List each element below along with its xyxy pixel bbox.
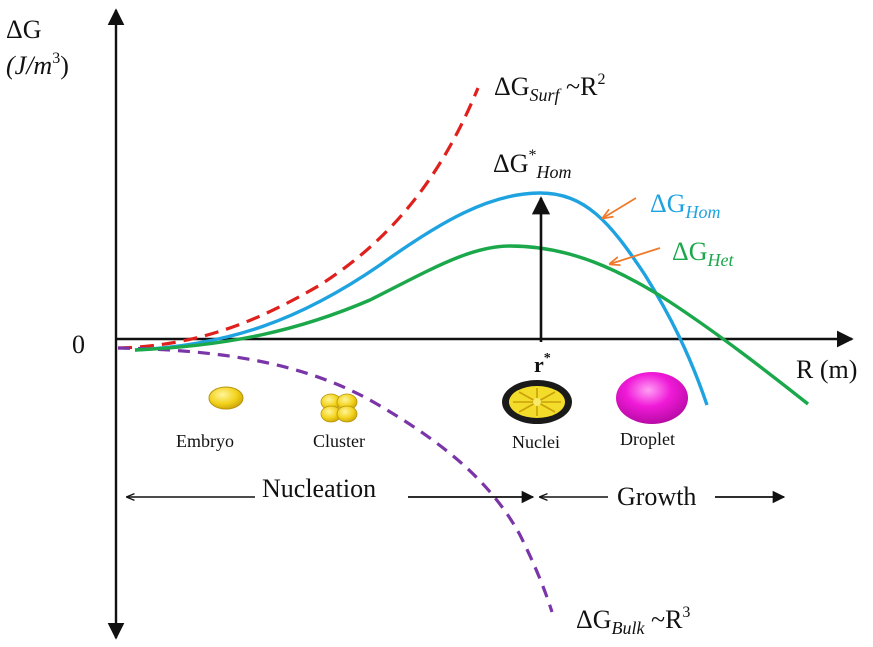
surface-curve-label: ΔGSurf ~R2 (494, 71, 605, 105)
nucleation-label: Nucleation (262, 474, 376, 503)
homogeneous-curve (134, 191, 709, 406)
bulk-energy-curve (117, 346, 554, 613)
heterogeneous-pointer (610, 247, 661, 264)
droplet-icon (616, 372, 688, 424)
x-axis-label: R (m) (796, 355, 857, 384)
heterogeneous-curve (134, 244, 810, 406)
heterogeneous-curve-label: ΔGHet (672, 237, 734, 270)
y-axis-symbol: ΔG (6, 15, 42, 44)
growth-label: Growth (617, 482, 696, 511)
cluster-icon (320, 393, 358, 423)
nuclei-label: Nuclei (512, 432, 560, 452)
homogeneous-curve-label: ΔGHom (650, 189, 721, 222)
origin-label: 0 (72, 330, 85, 359)
embryo-label: Embryo (176, 431, 234, 451)
barrier-label: ΔG*Hom (493, 147, 572, 182)
embryo-icon (208, 386, 244, 410)
nuclei-icon (502, 380, 572, 424)
droplet-label: Droplet (620, 429, 675, 449)
y-axis-unit: (J/m3) (6, 50, 69, 80)
cluster-label: Cluster (313, 431, 365, 451)
critical-radius-label: r* (534, 351, 551, 377)
surface-energy-curve (117, 87, 480, 350)
bulk-curve-label: ΔGBulk ~R3 (576, 604, 690, 638)
homogeneous-pointer (603, 197, 637, 218)
